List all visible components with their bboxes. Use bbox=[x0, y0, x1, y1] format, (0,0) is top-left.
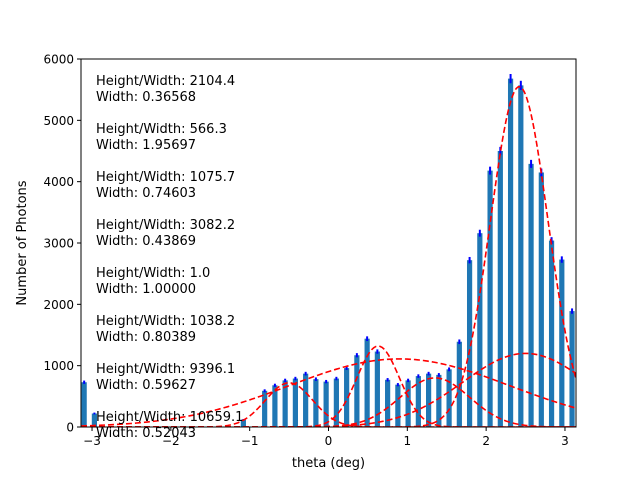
histogram-bar bbox=[466, 260, 473, 427]
annotation-width: Width: 0.43869 bbox=[96, 234, 196, 249]
histogram-bar bbox=[323, 381, 329, 427]
fit-curve bbox=[81, 358, 576, 427]
plot-area bbox=[81, 59, 576, 427]
histogram-bar bbox=[395, 384, 401, 427]
y-tick-label: 3000 bbox=[43, 237, 74, 251]
histogram-bar bbox=[240, 419, 246, 427]
annotation-height-width: Height/Width: 1075.7 bbox=[96, 170, 235, 185]
histogram-bar bbox=[518, 85, 524, 427]
y-tick-label: 1000 bbox=[43, 359, 74, 373]
histogram-bar bbox=[487, 170, 493, 427]
x-tick-label: −2 bbox=[162, 434, 180, 448]
histogram-bar bbox=[272, 385, 278, 427]
fit-curve bbox=[81, 85, 576, 427]
annotation-height-width: Height/Width: 2104.4 bbox=[96, 74, 235, 89]
histogram-bar bbox=[282, 380, 288, 427]
histogram-bar bbox=[426, 373, 432, 427]
histogram-bar bbox=[303, 373, 309, 427]
x-tick-label: 2 bbox=[482, 434, 490, 448]
histogram-bar bbox=[262, 390, 268, 427]
histogram-bar bbox=[374, 351, 380, 427]
x-tick-label: 1 bbox=[404, 434, 412, 448]
y-axis-label: Number of Photons bbox=[15, 180, 30, 305]
histogram-bar bbox=[292, 378, 298, 427]
x-tick-label: −3 bbox=[83, 434, 101, 448]
y-ticks: 0 1000 2000 3000 4000 5000 6000 bbox=[43, 53, 81, 435]
x-ticks: −3 −2 −1 0 1 2 3 bbox=[83, 427, 569, 448]
histogram-bar bbox=[446, 369, 452, 427]
fit-curve bbox=[81, 382, 576, 427]
y-tick-label: 2000 bbox=[43, 298, 74, 312]
histogram-bar bbox=[548, 240, 555, 427]
histogram-bar bbox=[497, 151, 503, 427]
fit-curve bbox=[81, 345, 576, 427]
y-tick-label: 5000 bbox=[43, 114, 74, 128]
fit-curve bbox=[81, 352, 576, 427]
histogram-bar bbox=[569, 311, 575, 427]
y-tick-label: 6000 bbox=[43, 53, 74, 67]
x-tick-label: 3 bbox=[561, 434, 569, 448]
annotation-width: Width: 0.52043 bbox=[96, 426, 196, 441]
histogram-bar bbox=[415, 376, 421, 427]
annotation-width: Width: 0.59627 bbox=[96, 378, 196, 393]
histogram-bar bbox=[559, 259, 565, 427]
histogram-bar bbox=[81, 382, 87, 427]
x-tick-label: −1 bbox=[241, 434, 259, 448]
histogram-bar bbox=[91, 413, 97, 427]
annotation-width: Width: 0.74603 bbox=[96, 186, 196, 201]
annotation-width: Width: 0.36568 bbox=[96, 90, 196, 105]
histogram-bar bbox=[538, 172, 544, 427]
annotation-height-width: Height/Width: 1038.2 bbox=[96, 314, 235, 329]
histogram-bar bbox=[344, 368, 350, 427]
y-tick-label: 4000 bbox=[43, 175, 74, 189]
x-axis-label: theta (deg) bbox=[292, 456, 365, 471]
annotation-width: Width: 0.80389 bbox=[96, 330, 196, 345]
annotation-height-width: Height/Width: 9396.1 bbox=[96, 362, 235, 377]
histogram-bar bbox=[477, 233, 483, 427]
y-tick-label: 0 bbox=[66, 421, 74, 435]
histogram-bar bbox=[385, 379, 391, 427]
histogram-bar bbox=[333, 378, 339, 427]
histogram-bar bbox=[507, 78, 514, 427]
histogram-bar bbox=[364, 338, 370, 427]
annotation-height-width: Height/Width: 566.3 bbox=[96, 122, 227, 137]
annotation-width: Width: 1.00000 bbox=[96, 282, 196, 297]
histogram-bar bbox=[354, 355, 360, 427]
histogram-bar bbox=[436, 374, 442, 427]
annotation-width: Width: 1.95697 bbox=[96, 138, 196, 153]
annotation-height-width: Height/Width: 3082.2 bbox=[96, 218, 235, 233]
x-tick-label: 0 bbox=[325, 434, 333, 448]
histogram-bar bbox=[405, 380, 411, 427]
histogram-bar bbox=[528, 163, 534, 427]
annotation-height-width: Height/Width: 10659.1 bbox=[96, 410, 243, 425]
annotation-height-width: Height/Width: 1.0 bbox=[96, 266, 210, 281]
